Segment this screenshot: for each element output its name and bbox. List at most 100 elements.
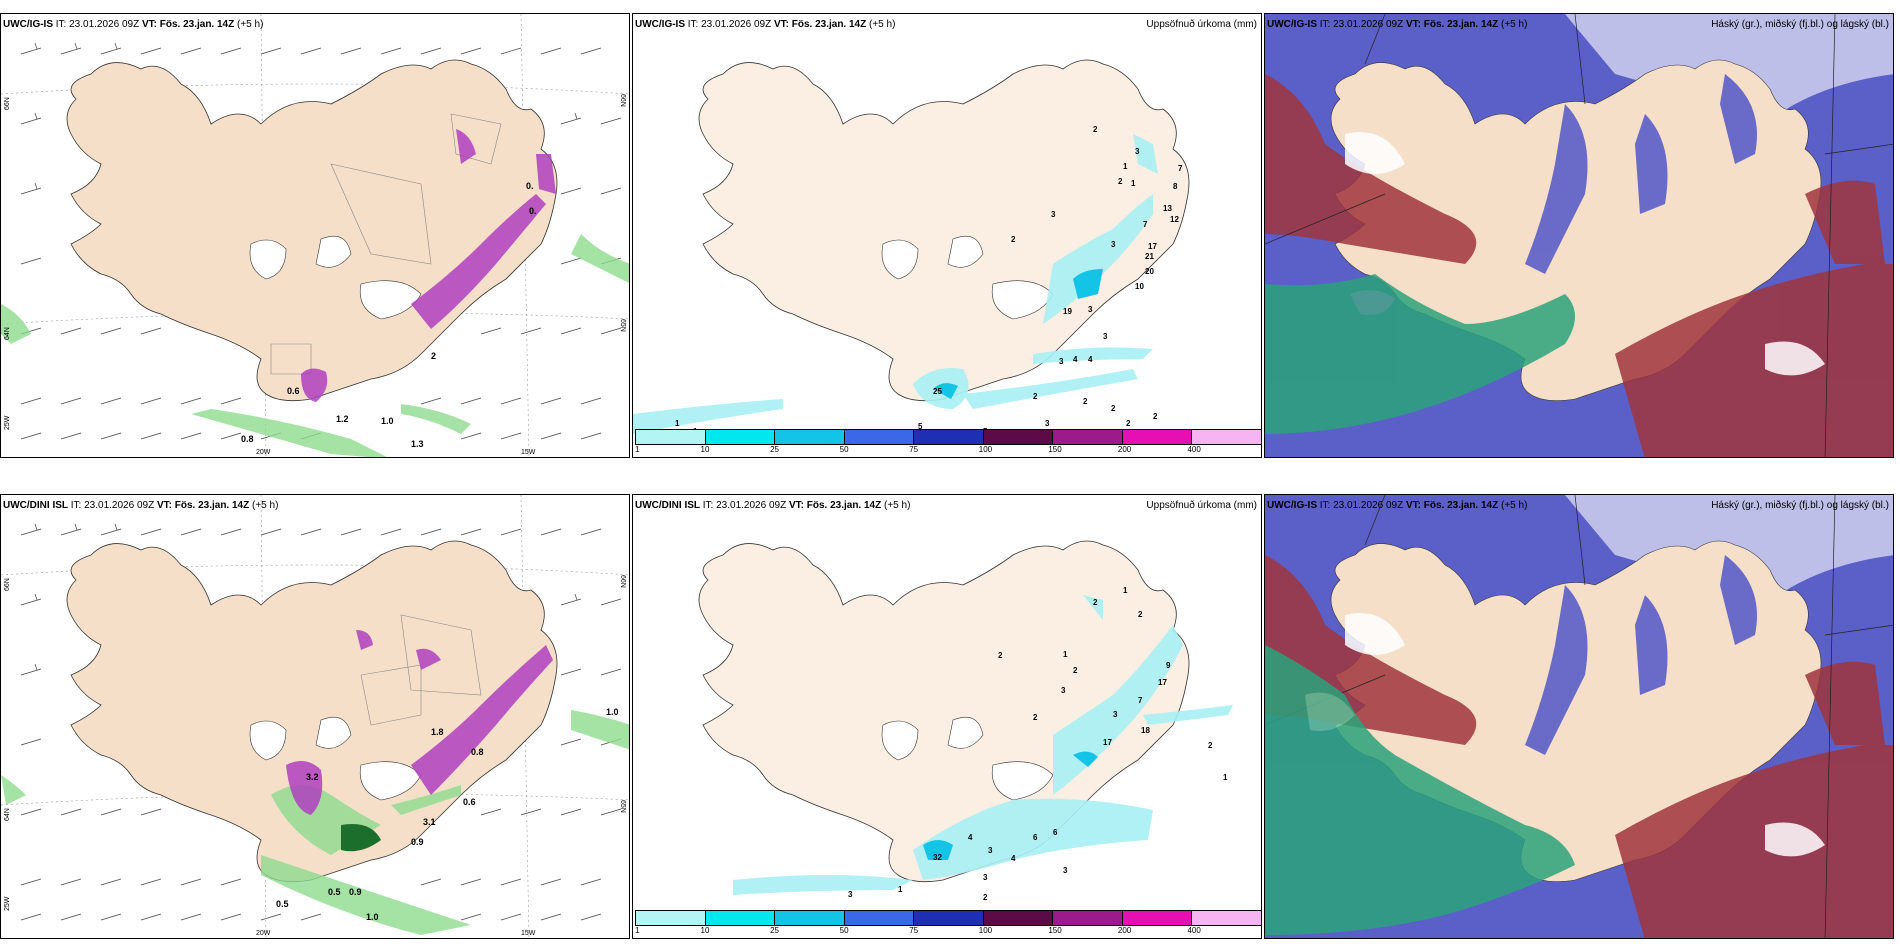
axis-label: 64N <box>4 327 11 340</box>
gust-label: 0.5 <box>276 899 289 909</box>
precip-label: 2 <box>1138 610 1143 619</box>
panel-gust-bottom: 1.0 0.8 3.2 1.8 0.5 0.6 0.9 3.1 0.5 1.0 … <box>0 494 630 939</box>
precip-label: 1 <box>1131 179 1136 188</box>
axis-label: 64N <box>4 808 11 821</box>
colorbar-segment <box>843 910 915 926</box>
panel-header: UWC/DINI ISL IT: 23.01.2026 09Z VT: Fös.… <box>3 500 279 511</box>
precip-label: 13 <box>1163 204 1172 213</box>
gust-purple-areas <box>301 129 556 402</box>
colorbar-tick: 10 <box>700 926 710 935</box>
precip-label: 3 <box>1135 147 1140 156</box>
precip-label: 2 <box>1118 177 1123 186</box>
gust-label: 0.5 <box>328 887 341 897</box>
colorbar-tick: 50 <box>839 445 849 454</box>
precip-label: 3 <box>1111 240 1116 249</box>
colorbar-segment <box>913 429 984 445</box>
precip-label: 3 <box>1088 305 1093 314</box>
gust-label: 0.9 <box>349 887 362 897</box>
colorbar-segment <box>1052 910 1123 926</box>
precip-label: 3 <box>848 890 853 899</box>
colorbar-tick: 100 <box>978 445 993 454</box>
colorbar-tick: 200 <box>1117 445 1132 454</box>
precip-label: 17 <box>1158 678 1167 687</box>
axis-label: 65N <box>619 800 626 813</box>
precip-label: 1 <box>898 885 903 894</box>
gust-label: 2 <box>431 351 436 361</box>
precip-label: 8 <box>1173 182 1178 191</box>
colorbar-segment <box>704 429 776 445</box>
precip-label: 4 <box>1011 854 1016 863</box>
colorbar-tick: 100 <box>978 926 993 935</box>
precip-label: 4 <box>1088 355 1093 364</box>
panel-title: Uppsöfnuð úrkoma (mm) <box>1146 500 1257 511</box>
precip-label: 6 <box>1033 833 1038 842</box>
precip-label: 3 <box>1051 210 1056 219</box>
precip-label: 4 <box>1073 355 1078 364</box>
panel-title: Háský (gr.), miðský (fj.bl.) og lágský (… <box>1711 500 1889 511</box>
gust-label: 0.8 <box>471 747 484 757</box>
axis-label: 66N <box>619 94 626 107</box>
precip-label: 2 <box>1011 235 1016 244</box>
precip-label: 6 <box>1053 828 1058 837</box>
precip-label: 3 <box>1113 710 1118 719</box>
gust-label: 0.6 <box>287 386 300 396</box>
precip-cyan-areas <box>633 134 1158 434</box>
precip-label: 2 <box>983 893 988 902</box>
colorbar-tick: 25 <box>770 445 780 454</box>
precip-label: 9 <box>1166 661 1171 670</box>
precip-label: 10 <box>1135 282 1144 291</box>
colorbar-segment <box>913 910 984 926</box>
gust-label: 0.9 <box>411 837 424 847</box>
gust-label: 0. <box>529 206 537 216</box>
axis-label: 66N <box>4 97 11 110</box>
colorbar-segment <box>1052 429 1123 445</box>
precip-label: 2 <box>1073 666 1078 675</box>
precip-label: 2 <box>1083 397 1088 406</box>
gust-label: 1.3 <box>411 439 424 449</box>
precip-label: 1 <box>1223 773 1228 782</box>
gust-label: 1.8 <box>431 727 444 737</box>
precip-label: 19 <box>1063 307 1072 316</box>
panel-precip-top: 2 3 1 2 1 7 8 13 12 3 7 17 21 20 3 10 2 … <box>632 13 1262 458</box>
colorbar-segment <box>982 429 1054 445</box>
precip-label: 2 <box>1126 419 1131 428</box>
colorbar: 1 10 25 50 75 100 150 200 400 <box>635 910 1261 936</box>
precip-label: 3 <box>1063 866 1068 875</box>
gust-green-areas <box>1 234 629 457</box>
gust-hatch-areas <box>360 614 482 726</box>
precip-label: 2 <box>1208 741 1213 750</box>
colorbar-tick: 150 <box>1048 926 1062 935</box>
precip-cyan-areas <box>733 595 1233 895</box>
colorbar-tick: 400 <box>1187 926 1201 935</box>
precip-label: 7 <box>1138 696 1143 705</box>
panel-header: UWC/IG-IS IT: 23.01.2026 09Z VT: Fös. 23… <box>635 19 896 30</box>
panel-cloud-bottom: UWC/IG-IS IT: 23.01.2026 09Z VT: Fös. 23… <box>1264 494 1894 939</box>
precip-label: 18 <box>1141 726 1150 735</box>
colorbar-tick: 10 <box>700 445 710 454</box>
colorbar-tick: 1 <box>635 926 640 935</box>
precip-label: 2 <box>998 651 1003 660</box>
gust-label: 1.0 <box>606 707 619 717</box>
colorbar-tick: 400 <box>1187 445 1201 454</box>
precip-label: 1 <box>1123 162 1128 171</box>
colorbar-segment <box>843 429 915 445</box>
gust-dark-green <box>341 824 381 852</box>
gust-label: 1.2 <box>336 414 349 424</box>
panel-gust-top: 2 0. 0. 0.6 1.2 1.0 0.8 1.3 66N 64N 25W … <box>0 13 630 458</box>
precip-darker-areas <box>933 269 1103 399</box>
gust-label: 1.0 <box>381 416 394 426</box>
precip-label: 2 <box>1111 404 1116 413</box>
precip-label: 17 <box>1103 738 1112 747</box>
panel-header: UWC/DINI ISL IT: 23.01.2026 09Z VT: Fös.… <box>635 500 911 511</box>
axis-label: 15W <box>521 930 536 937</box>
axis-label: 25W <box>4 415 11 430</box>
precip-label: 3 <box>988 846 993 855</box>
gust-label: 0.6 <box>463 797 476 807</box>
precip-label: 2 <box>1093 125 1098 134</box>
gust-map-bottom: 1.0 0.8 3.2 1.8 0.5 0.6 0.9 3.1 0.5 1.0 … <box>1 495 629 938</box>
precip-label: 2 <box>1153 412 1158 421</box>
precip-label: 17 <box>1148 242 1157 251</box>
precip-label: 3 <box>1061 686 1066 695</box>
colorbar-tick: 75 <box>909 445 919 454</box>
panel-cloud-top: UWC/IG-IS IT: 23.01.2026 09Z VT: Fös. 23… <box>1264 13 1894 458</box>
